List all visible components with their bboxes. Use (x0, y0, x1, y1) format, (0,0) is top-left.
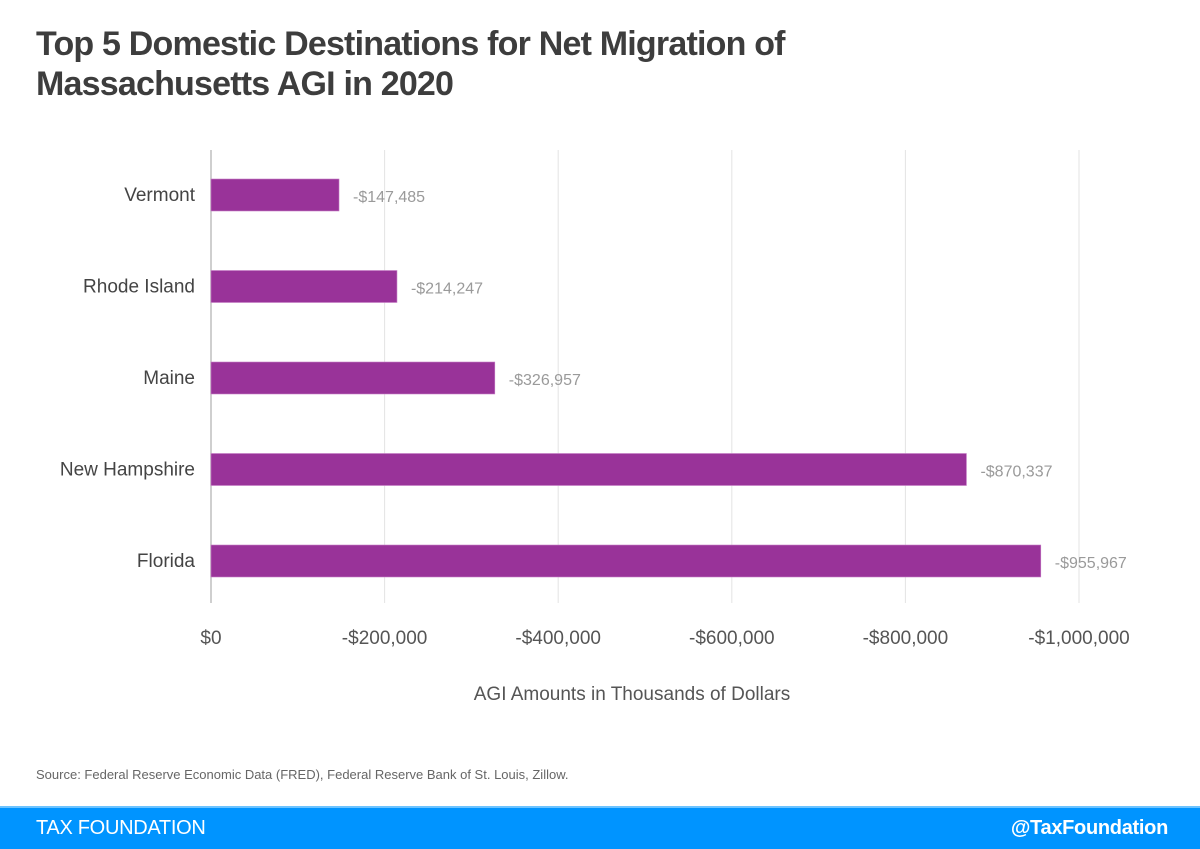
footer-bar: TAX FOUNDATION @TaxFoundation (0, 806, 1200, 849)
chart-title-line-1: Top 5 Domestic Destinations for Net Migr… (36, 25, 785, 63)
category-label: Vermont (124, 185, 195, 206)
bar-rhode-island (210, 270, 398, 303)
value-labels: -$147,485 -$214,247 -$326,957 -$870,337 -$95… (353, 189, 1127, 572)
footer-divider (0, 806, 1200, 808)
data-label: -$326,957 (509, 372, 581, 389)
data-label: -$870,337 (980, 464, 1052, 481)
source-note: Source: Federal Reserve Economic Data (F… (36, 767, 569, 782)
data-label: -$955,967 (1055, 555, 1127, 572)
category-label: Rhode Island (83, 277, 195, 298)
x-tick-label: -$200,000 (342, 628, 428, 649)
x-tick-label: -$600,000 (689, 628, 775, 649)
bars (210, 178, 1042, 578)
category-labels: Vermont Rhode Island Maine New Hampshire Flo… (60, 185, 196, 572)
bar-new-hampshire (210, 453, 967, 486)
chart-title: Top 5 Domestic Destinations for Net Migr… (36, 24, 936, 104)
bar-florida (210, 544, 1042, 578)
data-label: -$214,247 (411, 281, 483, 298)
x-tick-label: -$400,000 (515, 628, 601, 649)
category-label: Florida (137, 551, 196, 572)
bar-maine (210, 361, 496, 395)
x-tick-labels: $0 -$200,000 -$400,000 -$600,000 -$800,000 -$… (200, 628, 1129, 649)
category-label: New Hampshire (60, 460, 195, 481)
bar-vermont (210, 178, 340, 212)
x-tick-label: $0 (200, 628, 221, 649)
data-label: -$147,485 (353, 189, 425, 206)
category-label: Maine (143, 368, 195, 389)
brand-logo-text: TAX FOUNDATION (36, 817, 206, 839)
x-tick-label: -$800,000 (863, 628, 949, 649)
bar-chart: Vermont Rhode Island Maine New Hampshire Flo… (60, 150, 1130, 705)
social-handle: @TaxFoundation (1010, 817, 1168, 839)
x-axis-label: AGI Amounts in Thousands of Dollars (474, 684, 790, 705)
x-tick-label: -$1,000,000 (1028, 628, 1129, 649)
chart-title-line-2: Massachusetts AGI in 2020 (36, 65, 454, 103)
